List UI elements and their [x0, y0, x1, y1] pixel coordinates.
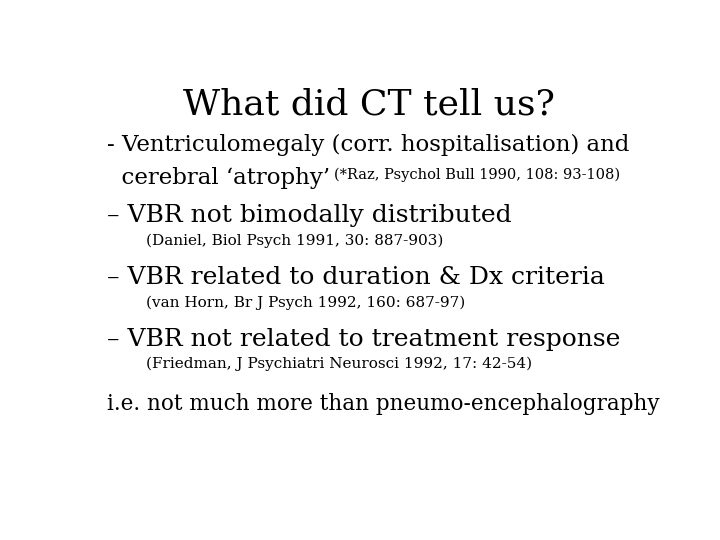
- Text: – VBR not bimodally distributed: – VBR not bimodally distributed: [107, 204, 511, 227]
- Text: i.e. not much more than pneumo-encephalography: i.e. not much more than pneumo-encephalo…: [107, 393, 660, 415]
- Text: (Daniel, Biol Psych 1991, 30: 887-903): (Daniel, Biol Psych 1991, 30: 887-903): [145, 233, 444, 247]
- Text: (Friedman, J Psychiatri Neurosci 1992, 17: 42-54): (Friedman, J Psychiatri Neurosci 1992, 1…: [145, 357, 532, 371]
- Text: What did CT tell us?: What did CT tell us?: [183, 87, 555, 122]
- Text: (*Raz, Psychol Bull 1990, 108: 93-108): (*Raz, Psychol Bull 1990, 108: 93-108): [334, 168, 621, 183]
- Text: – VBR not related to treatment response: – VBR not related to treatment response: [107, 328, 620, 350]
- Text: (van Horn, Br J Psych 1992, 160: 687-97): (van Horn, Br J Psych 1992, 160: 687-97): [145, 295, 465, 310]
- Text: cerebral ‘atrophy’: cerebral ‘atrophy’: [107, 167, 330, 188]
- Text: - Ventriculomegaly (corr. hospitalisation) and: - Ventriculomegaly (corr. hospitalisatio…: [107, 133, 629, 156]
- Text: – VBR related to duration & Dx criteria: – VBR related to duration & Dx criteria: [107, 266, 605, 289]
